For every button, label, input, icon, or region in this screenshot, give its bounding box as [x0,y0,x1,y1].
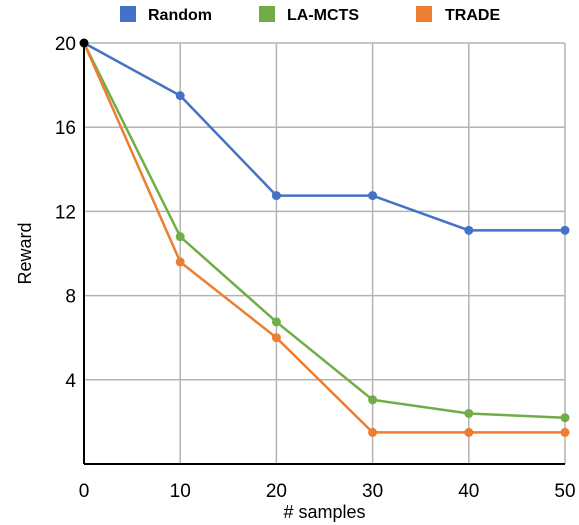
legend-swatch-random [120,6,136,22]
y-tick-label: 20 [55,34,76,55]
data-point-random [464,225,474,235]
data-point-la-mcts [271,317,281,327]
legend: Random LA-MCTS TRADE [120,6,500,24]
y-tick-label: 4 [65,371,76,392]
data-point-la-mcts [560,413,570,423]
data-point-random [560,225,570,235]
legend-swatch-trade [416,6,432,22]
data-point-random [175,91,185,101]
y-tick-label: 16 [55,118,76,139]
legend-label-random: Random [148,7,212,24]
x-tick-label: 20 [266,481,287,502]
x-tick-label: 30 [362,481,383,502]
series-line-trade [82,42,565,434]
data-point-origin [79,38,89,48]
data-point-trade [368,427,378,437]
tick-labels: 0 10 20 30 40 50 4 8 12 16 20 [55,34,576,502]
y-tick-label: 12 [55,202,76,223]
legend-swatch-la-mcts [259,6,275,22]
data-point-trade [464,427,474,437]
grid-lines [84,42,566,464]
data-point-trade [271,333,281,343]
series-lines [79,38,570,437]
y-tick-label: 8 [65,287,76,308]
series-line-random [83,41,565,232]
x-tick-label: 50 [554,481,575,502]
data-point-random [271,191,281,201]
x-axis-title: # samples [283,502,365,522]
x-tick-label: 0 [79,481,90,502]
data-point-la-mcts [464,408,474,418]
x-tick-label: 10 [170,481,191,502]
series-line-la-mcts [82,42,566,419]
data-point-trade [175,257,185,267]
data-point-trade [560,427,570,437]
axes [83,43,565,465]
legend-label-trade: TRADE [445,7,500,24]
y-axis-title: Reward [15,222,35,284]
data-point-la-mcts [175,232,185,242]
legend-label-la-mcts: LA-MCTS [287,7,359,24]
data-point-la-mcts [368,395,378,405]
x-tick-label: 40 [458,481,479,502]
data-point-random [368,191,378,201]
